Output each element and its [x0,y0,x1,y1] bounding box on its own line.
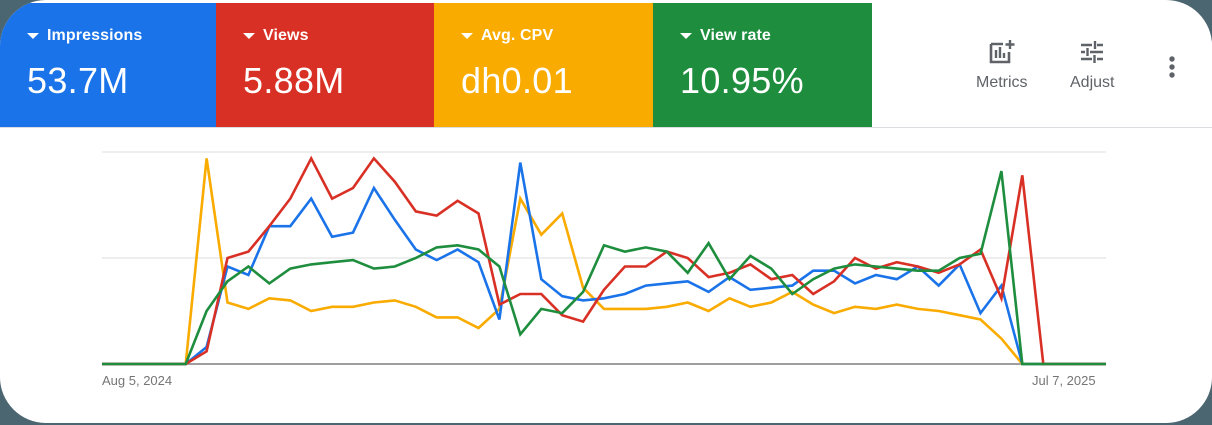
scorecard-value: 10.95% [680,60,804,101]
series-lines [102,155,1106,366]
scorecard-label-text: Impressions [47,27,143,44]
scorecard-label: Avg. CPV [461,27,553,45]
scorecard-value: 5.88M [243,60,345,101]
scorecard-label: View rate [680,27,771,45]
adjust-button[interactable]: Adjust [1070,39,1114,92]
caret-down-icon [27,33,39,39]
scorecard-avg-cpv[interactable]: Avg. CPV dh0.01 [434,3,653,127]
series-line-views [102,155,1106,366]
series-line-avg-cpv [102,158,1106,366]
more-vert-icon [1169,56,1175,78]
scorecard-value: 53.7M [27,60,129,101]
scorecard-impressions[interactable]: Impressions 53.7M [0,3,216,127]
x-axis-start-label: Aug 5, 2024 [102,373,173,388]
scorecard-bar: Impressions 53.7M Views 5.88M Avg. CPV d… [0,3,1212,128]
series-line-view-rate [102,170,1106,366]
caret-down-icon [461,33,473,39]
caret-down-icon [680,33,692,39]
more-options-button[interactable] [1162,55,1182,83]
x-axis-end-label: Jul 7, 2025 [1032,373,1096,388]
add-chart-icon [989,40,1015,64]
scorecard-value: dh0.01 [461,60,573,101]
scorecard-label: Views [243,27,309,45]
caret-down-icon [243,33,255,39]
tune-icon [1081,41,1104,63]
scorecard-views[interactable]: Views 5.88M [216,3,434,127]
scorecard-label-text: Avg. CPV [481,27,554,44]
series-line-impressions [102,162,1106,366]
adjust-label: Adjust [1070,74,1115,91]
metrics-button[interactable]: Metrics [976,39,1028,92]
scorecard-label: Impressions [27,27,142,45]
line-chart[interactable]: Aug 5, 2024 Jul 7, 2025 [0,128,1212,423]
scorecard-label-text: Views [263,27,309,44]
chart-plot [102,151,1106,366]
metrics-label: Metrics [976,74,1028,91]
scorecard-label-text: View rate [700,27,771,44]
scorecard-view-rate[interactable]: View rate 10.95% [653,3,872,127]
chart-actions: Metrics Adjust [872,3,1212,127]
